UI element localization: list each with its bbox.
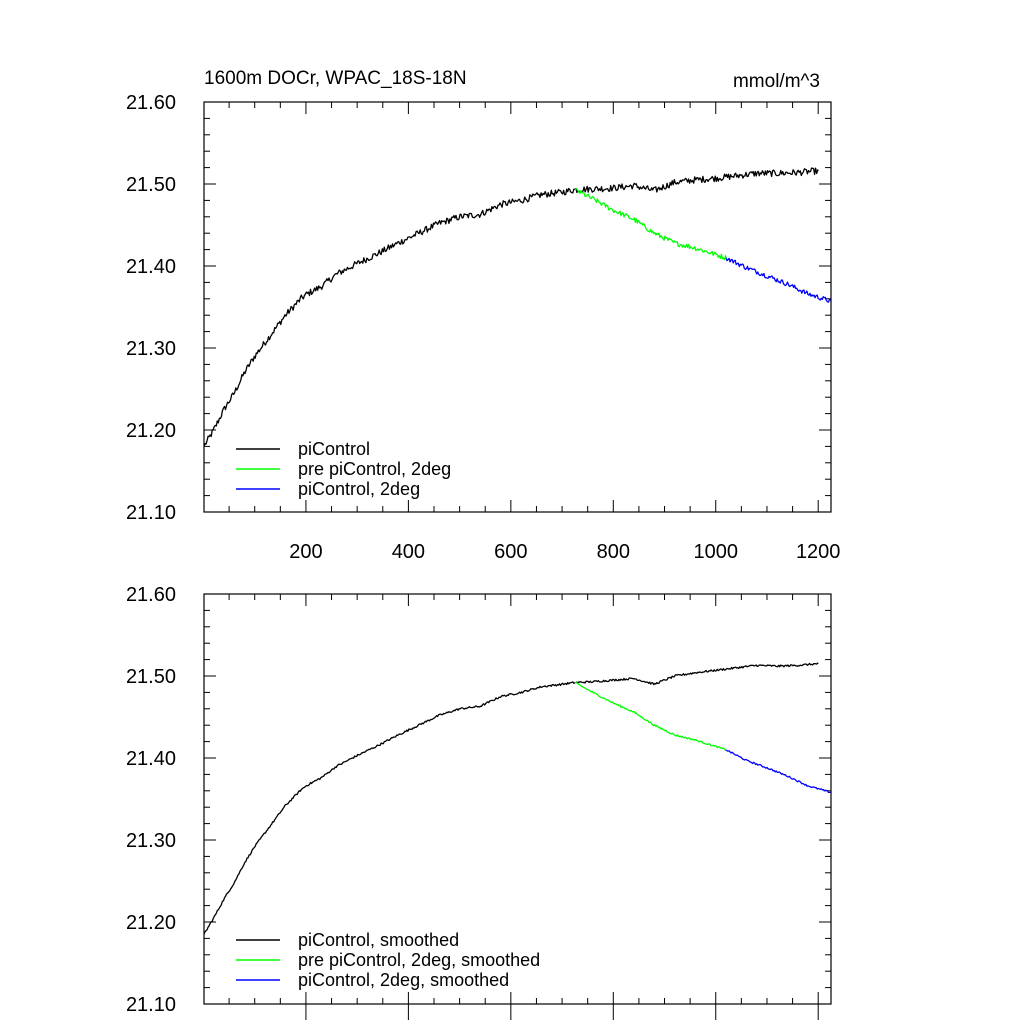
- bottom-panel: 21.10 21.20 21.30 21.40 21.50 21.60 piControl…: [126, 584, 832, 1020]
- bottom-legend-label-pre-picontrol-2deg-smoothed: pre piControl, 2deg, smoothed: [298, 950, 540, 970]
- top-legend-label-picontrol: piControl: [298, 439, 370, 459]
- top-series-picontrol: [203, 167, 819, 447]
- top-plot-frame: [203, 101, 832, 513]
- top-legend-label-picontrol-2deg: piControl, 2deg: [298, 479, 420, 499]
- bottom-series-picontrol-smoothed: [203, 662, 819, 935]
- top-y-tick-labels: 21.10 21.20 21.30 21.40 21.50 21.60: [126, 92, 176, 524]
- top-y-tick-label: 21.60: [126, 92, 176, 114]
- top-x-tick-label: 1200: [796, 541, 841, 563]
- bottom-series-pre-picontrol-2deg-smoothed: [574, 681, 727, 751]
- top-legend-label-pre-picontrol-2deg: pre piControl, 2deg: [298, 459, 451, 479]
- top-series-lines: [203, 167, 832, 447]
- bottom-y-tick-label: 21.60: [126, 584, 176, 606]
- top-panel: 1600m DOCr, WPAC_18S-18N mmol/m^3 21.102…: [126, 68, 841, 563]
- chart-title: 1600m DOCr, WPAC_18S-18N: [204, 68, 467, 89]
- bottom-ticks: [204, 593, 831, 1020]
- bottom-y-tick-label: 21.50: [126, 666, 176, 688]
- top-series-pre-picontrol-2deg: [574, 188, 727, 261]
- bottom-y-tick-label: 21.20: [126, 912, 176, 934]
- bottom-y-tick-label: 21.40: [126, 748, 176, 770]
- top-ticks: [204, 101, 831, 513]
- bottom-legend-label-picontrol-smoothed: piControl, smoothed: [298, 930, 459, 950]
- bottom-series-picontrol-2deg-smoothed: [725, 749, 832, 794]
- top-x-tick-label: 200: [289, 541, 322, 563]
- units-label: mmol/m^3: [733, 71, 820, 92]
- bottom-series-lines: [203, 662, 832, 935]
- top-series-picontrol-2deg: [725, 257, 832, 303]
- top-x-tick-label: 600: [494, 541, 527, 563]
- bottom-y-tick-labels: 21.10 21.20 21.30 21.40 21.50 21.60: [126, 584, 176, 1016]
- top-y-tick-label: 21.10: [126, 502, 176, 524]
- top-y-tick-label: 21.50: [126, 174, 176, 196]
- top-x-tick-labels: 200 400 600 800 1000 1200: [289, 541, 840, 563]
- top-y-tick-label: 21.30: [126, 338, 176, 360]
- top-y-tick-label: 21.40: [126, 256, 176, 278]
- bottom-legend-label-picontrol-2deg-smoothed: piControl, 2deg, smoothed: [298, 970, 509, 990]
- top-x-tick-label: 800: [597, 541, 630, 563]
- bottom-plot-frame: [203, 593, 832, 1005]
- bottom-y-tick-label: 21.10: [126, 994, 176, 1016]
- top-x-tick-label: 1000: [693, 541, 738, 563]
- top-x-tick-label: 400: [392, 541, 425, 563]
- bottom-y-tick-label: 21.30: [126, 830, 176, 852]
- top-y-tick-label: 21.20: [126, 420, 176, 442]
